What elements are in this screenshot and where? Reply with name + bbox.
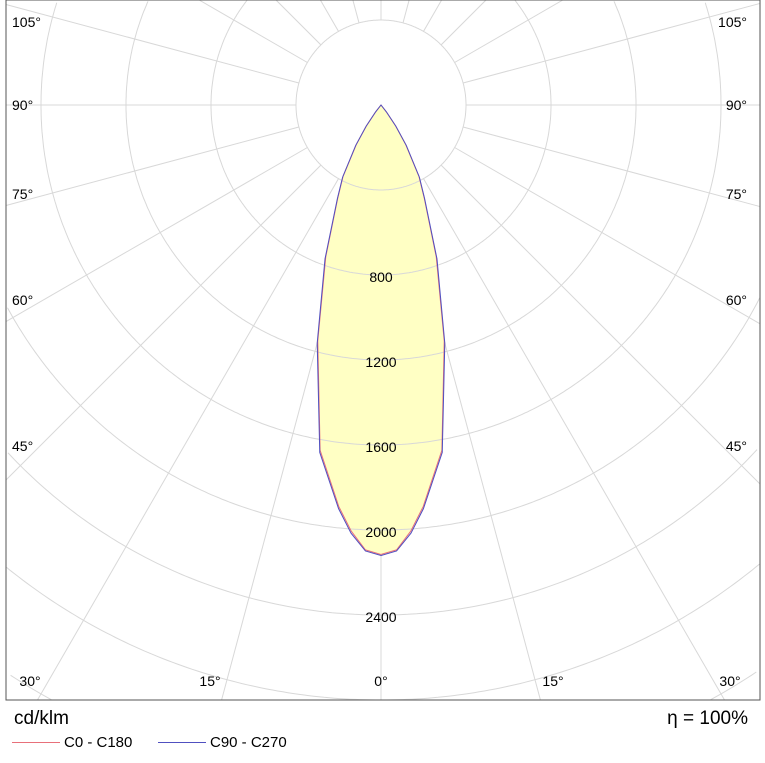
grid (5, 0, 761, 701)
angle-label-left: 90° (12, 97, 33, 113)
angle-label-left: 75° (12, 186, 33, 202)
unit-label: cd/klm (14, 708, 69, 729)
angle-gridline (5, 147, 308, 322)
radial-gridcircle (40, 2, 722, 446)
angle-gridline (462, 2, 761, 84)
angle-gridline (440, 0, 487, 46)
angle-gridline (275, 0, 322, 46)
angle-label-right: 90° (726, 97, 747, 113)
plot-frame (5, 0, 761, 701)
angle-label-right: 60° (726, 292, 747, 308)
radial-tick-label: 1200 (365, 354, 396, 370)
radial-gridcircle (6, 563, 760, 701)
legend-swatch (158, 742, 206, 743)
radial-gridcircle (210, 0, 552, 276)
angle-label-bottom: 30° (719, 673, 740, 689)
angle-label-left: 60° (12, 292, 33, 308)
radial-tick-label: 1600 (365, 439, 396, 455)
radial-gridcircle (295, 19, 467, 191)
angle-label-bottom: 0° (374, 673, 387, 689)
angle-gridline (37, 178, 339, 701)
legend-item-c90: C90 - C270 (158, 734, 287, 751)
radial-tick-label: 800 (369, 269, 393, 285)
legend-label: C0 - C180 (64, 734, 133, 751)
angle-gridline (198, 0, 308, 63)
angle-label-bottom: 15° (199, 673, 220, 689)
angle-label-bottom: 15° (542, 673, 563, 689)
radial-gridcircle (10, 671, 757, 701)
angle-gridline (5, 126, 300, 206)
radial-tick-label: 2000 (365, 524, 396, 540)
angle-gridline (423, 178, 725, 701)
radial-gridcircle (7, 449, 758, 616)
angle-label-left: 45° (12, 438, 33, 454)
legend-item-c0: C0 - C180 (12, 734, 132, 751)
angle-gridline (440, 164, 761, 485)
angle-label-right: 75° (726, 186, 747, 202)
angle-gridline (352, 0, 360, 24)
angle-gridline (423, 0, 443, 32)
angle-label-right: 105° (718, 14, 747, 30)
legend-swatch (12, 742, 60, 743)
angle-gridline (5, 4, 300, 84)
angle-label-right: 45° (726, 438, 747, 454)
series-line-1 (316, 104, 446, 557)
angle-gridline (5, 164, 322, 481)
angle-gridline (454, 147, 761, 325)
angle-label-bottom: 30° (19, 673, 40, 689)
radial-gridcircle (125, 1, 637, 361)
angle-gridline (454, 0, 564, 63)
angle-label-left: 105° (12, 14, 41, 30)
lobe-fill (317, 105, 445, 555)
angle-gridline (462, 126, 761, 208)
legend-label: C90 - C270 (210, 734, 287, 751)
radial-gridcircle (7, 297, 761, 531)
radial-tick-label: 2400 (365, 609, 396, 625)
efficiency-label: η = 100% (667, 708, 748, 729)
angle-gridline (402, 0, 410, 24)
angle-gridline (319, 0, 339, 32)
